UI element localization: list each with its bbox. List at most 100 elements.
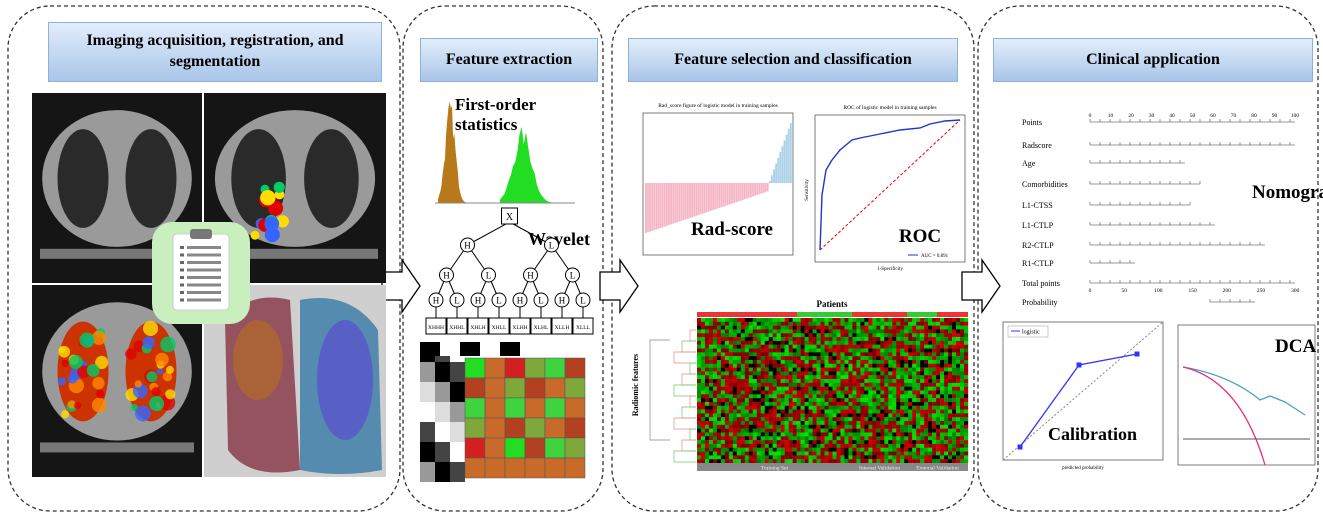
heatmap-cell <box>896 444 900 448</box>
heatmap-cell <box>729 391 733 395</box>
heatmap-cell <box>749 417 753 421</box>
heatmap-cell <box>840 436 844 440</box>
heatmap-cell <box>801 329 805 333</box>
heatmap-cell <box>864 322 868 326</box>
heatmap-cell <box>944 417 948 421</box>
heatmap-cell <box>952 387 956 391</box>
heatmap-cell <box>896 394 900 398</box>
heatmap-cell <box>793 429 797 433</box>
heatmap-cell <box>932 459 936 463</box>
heatmap-cell <box>813 448 817 452</box>
heatmap-cell <box>840 352 844 356</box>
heatmap-cell <box>960 364 964 368</box>
heatmap-cell <box>793 341 797 345</box>
heatmap-cell <box>825 356 829 360</box>
nomogram-row-label: Age <box>1022 159 1036 168</box>
ct-lesion <box>274 182 285 193</box>
heatmap-cell <box>876 421 880 425</box>
heatmap-cell <box>773 440 777 444</box>
heatmap-cell <box>817 345 821 349</box>
rad-bar <box>649 183 651 232</box>
heatmap-cell <box>892 448 896 452</box>
heatmap-cell <box>936 440 940 444</box>
heatmap-cell <box>829 371 833 375</box>
heatmap-cell <box>801 368 805 372</box>
heatmap-cell <box>952 448 956 452</box>
heatmap-cell <box>880 406 884 410</box>
heatmap-cell <box>721 364 725 368</box>
heatmap-cell <box>697 360 701 364</box>
heatmap-cell <box>924 326 928 330</box>
heatmap-cell <box>892 341 896 345</box>
heatmap-cell <box>801 448 805 452</box>
heatmap-group-label: External Validation <box>916 466 959 472</box>
heatmap-cell <box>733 406 737 410</box>
matrix-cell <box>505 358 525 378</box>
heatmap-cell <box>725 371 729 375</box>
heatmap-cell <box>829 455 833 459</box>
heatmap-cell <box>721 337 725 341</box>
heatmap-cell <box>821 444 825 448</box>
heatmap-cell <box>872 402 876 406</box>
heatmap-cell <box>896 387 900 391</box>
tree-node-label: L <box>486 271 492 281</box>
heatmap-cell <box>725 391 729 395</box>
heatmap-cell <box>721 448 725 452</box>
heatmap-cell <box>789 352 793 356</box>
heatmap-cell <box>785 425 789 429</box>
heatmap-cell <box>964 455 968 459</box>
heatmap-cell <box>888 452 892 456</box>
heatmap-cell <box>848 440 852 444</box>
heatmap-cell <box>860 421 864 425</box>
heatmap-cell <box>948 402 952 406</box>
heatmap-cell <box>864 333 868 337</box>
heatmap-cell <box>733 371 737 375</box>
heatmap-cell <box>713 452 717 456</box>
heatmap-cell <box>888 425 892 429</box>
rad-bar <box>700 183 702 214</box>
heatmap-cell <box>960 387 964 391</box>
heatmap-cell <box>717 436 721 440</box>
heatmap-cell <box>753 440 757 444</box>
heatmap-cell <box>785 364 789 368</box>
ct-lung <box>126 129 177 228</box>
heatmap-cell <box>697 432 701 436</box>
heatmap-cell <box>721 318 725 322</box>
heatmap-cell <box>769 387 773 391</box>
auc-legend: AUC = 0.891 <box>921 254 949 259</box>
heatmap-cell <box>785 337 789 341</box>
heatmap-cell <box>761 425 765 429</box>
heatmap-cell <box>844 406 848 410</box>
matrix-cell <box>465 418 485 438</box>
heatmap-cell <box>932 318 936 322</box>
heatmap-cell <box>920 379 924 383</box>
heatmap-cell <box>809 440 813 444</box>
heatmap-cell <box>944 413 948 417</box>
heatmap-cell <box>705 383 709 387</box>
heatmap-cell <box>773 364 777 368</box>
heatmap-cell <box>809 329 813 333</box>
heatmap-cell <box>753 394 757 398</box>
heatmap-cell <box>745 337 749 341</box>
heatmap-cell <box>737 440 741 444</box>
heatmap-cell <box>892 444 896 448</box>
heatmap-cell <box>872 417 876 421</box>
heatmap-cell <box>701 352 705 356</box>
heatmap-cell <box>829 375 833 379</box>
gray-cell <box>450 362 465 382</box>
heatmap-cell <box>761 410 765 414</box>
heatmap-cell <box>773 383 777 387</box>
heatmap-cell <box>948 432 952 436</box>
heatmap-cell <box>916 440 920 444</box>
heatmap-cell <box>948 440 952 444</box>
heatmap-cell <box>729 436 733 440</box>
heatmap-cell <box>956 379 960 383</box>
heatmap-cell <box>852 406 856 410</box>
heatmap-cell <box>912 406 916 410</box>
heatmap-cell <box>916 410 920 414</box>
heatmap-cell <box>852 318 856 322</box>
heatmap-cell <box>908 410 912 414</box>
heatmap-cell <box>836 417 840 421</box>
heatmap-cell <box>733 364 737 368</box>
heatmap-cell <box>956 432 960 436</box>
